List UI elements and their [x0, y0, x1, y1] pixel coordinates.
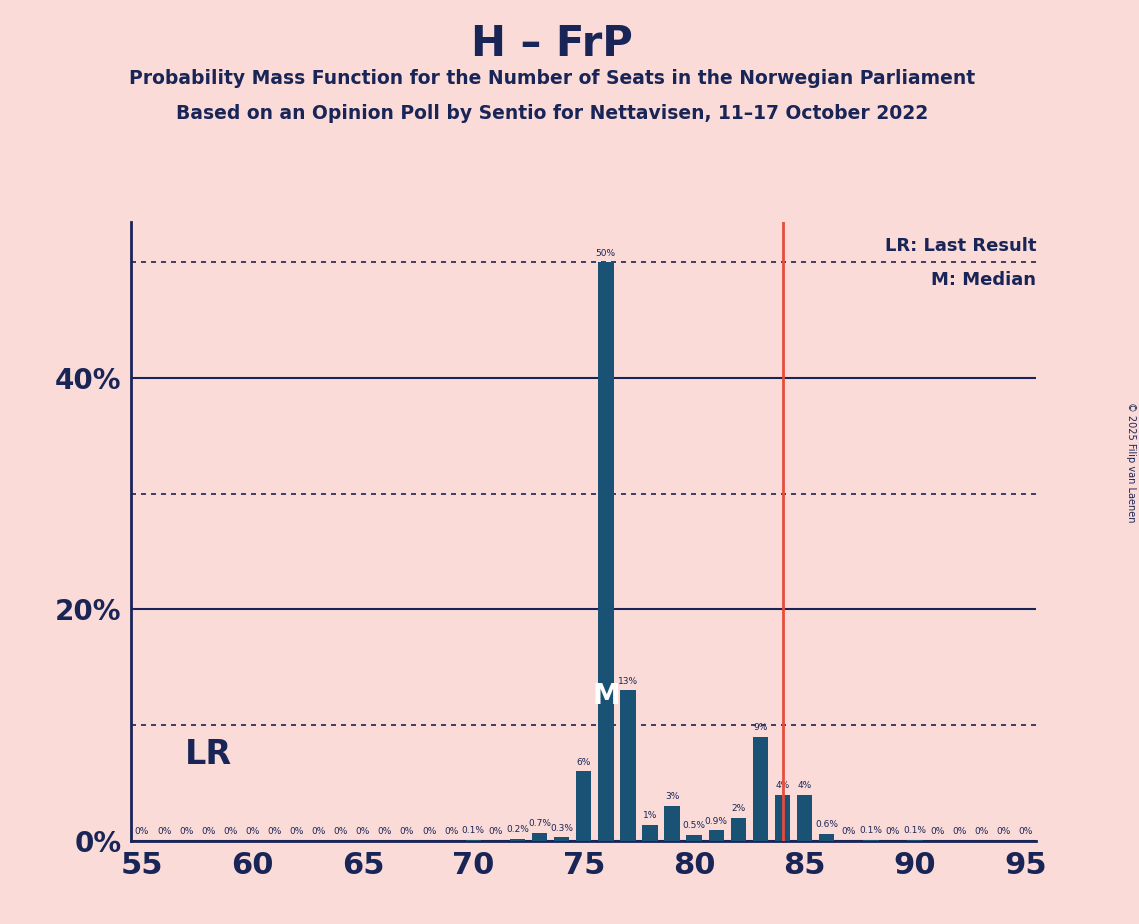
Text: 0%: 0% [157, 827, 171, 836]
Text: 0%: 0% [202, 827, 215, 836]
Text: 0.5%: 0.5% [682, 821, 706, 831]
Bar [466, 840, 481, 841]
Text: 0%: 0% [355, 827, 370, 836]
Text: 0.1%: 0.1% [903, 826, 926, 835]
Bar [819, 833, 835, 841]
Text: 0%: 0% [378, 827, 392, 836]
Bar [598, 262, 614, 841]
Text: LR: Last Result: LR: Last Result [885, 237, 1036, 255]
Text: 0%: 0% [334, 827, 349, 836]
Text: 0.1%: 0.1% [859, 826, 883, 835]
Bar [642, 824, 657, 841]
Text: 0.3%: 0.3% [550, 823, 573, 833]
Text: 0%: 0% [929, 827, 944, 836]
Text: 0%: 0% [179, 827, 194, 836]
Text: 0%: 0% [289, 827, 304, 836]
Text: 1%: 1% [642, 811, 657, 820]
Text: 2%: 2% [731, 804, 745, 813]
Bar [532, 833, 548, 841]
Text: 4%: 4% [797, 781, 812, 790]
Text: © 2025 Filip van Laenen: © 2025 Filip van Laenen [1126, 402, 1136, 522]
Bar [554, 837, 570, 841]
Text: 0%: 0% [245, 827, 260, 836]
Text: 13%: 13% [617, 676, 638, 686]
Text: 0%: 0% [489, 827, 502, 836]
Text: 0%: 0% [952, 827, 966, 836]
Text: 0%: 0% [886, 827, 900, 836]
Text: 0.9%: 0.9% [705, 817, 728, 826]
Text: 0%: 0% [312, 827, 326, 836]
Text: M: M [592, 682, 620, 711]
Text: 0.1%: 0.1% [461, 826, 485, 835]
Text: 50%: 50% [596, 249, 616, 258]
Text: H – FrP: H – FrP [472, 23, 633, 65]
Text: 0%: 0% [268, 827, 281, 836]
Bar [576, 772, 591, 841]
Bar [687, 835, 702, 841]
Text: 9%: 9% [753, 723, 768, 732]
Text: LR: LR [186, 737, 232, 771]
Text: 0.2%: 0.2% [506, 825, 528, 833]
Text: 4%: 4% [776, 781, 789, 790]
Bar [908, 840, 923, 841]
Text: M: Median: M: Median [932, 272, 1036, 289]
Text: 0%: 0% [223, 827, 238, 836]
Text: 0%: 0% [974, 827, 989, 836]
Text: Based on an Opinion Poll by Sentio for Nettavisen, 11–17 October 2022: Based on an Opinion Poll by Sentio for N… [177, 104, 928, 124]
Text: 0%: 0% [134, 827, 149, 836]
Bar [730, 818, 746, 841]
Bar [863, 840, 878, 841]
Text: 0%: 0% [997, 827, 1010, 836]
Text: 0%: 0% [444, 827, 458, 836]
Bar [510, 838, 525, 841]
Text: 0%: 0% [421, 827, 436, 836]
Text: 0%: 0% [1018, 827, 1033, 836]
Text: 0%: 0% [400, 827, 415, 836]
Text: 0%: 0% [842, 827, 855, 836]
Text: 3%: 3% [665, 793, 679, 801]
Text: Probability Mass Function for the Number of Seats in the Norwegian Parliament: Probability Mass Function for the Number… [130, 69, 975, 89]
Bar [775, 795, 790, 841]
Text: 6%: 6% [576, 758, 591, 767]
Bar [708, 831, 724, 841]
Text: 0.6%: 0.6% [816, 821, 838, 829]
Bar [753, 736, 768, 841]
Bar [620, 690, 636, 841]
Bar [797, 795, 812, 841]
Bar [664, 806, 680, 841]
Text: 0.7%: 0.7% [528, 819, 551, 828]
